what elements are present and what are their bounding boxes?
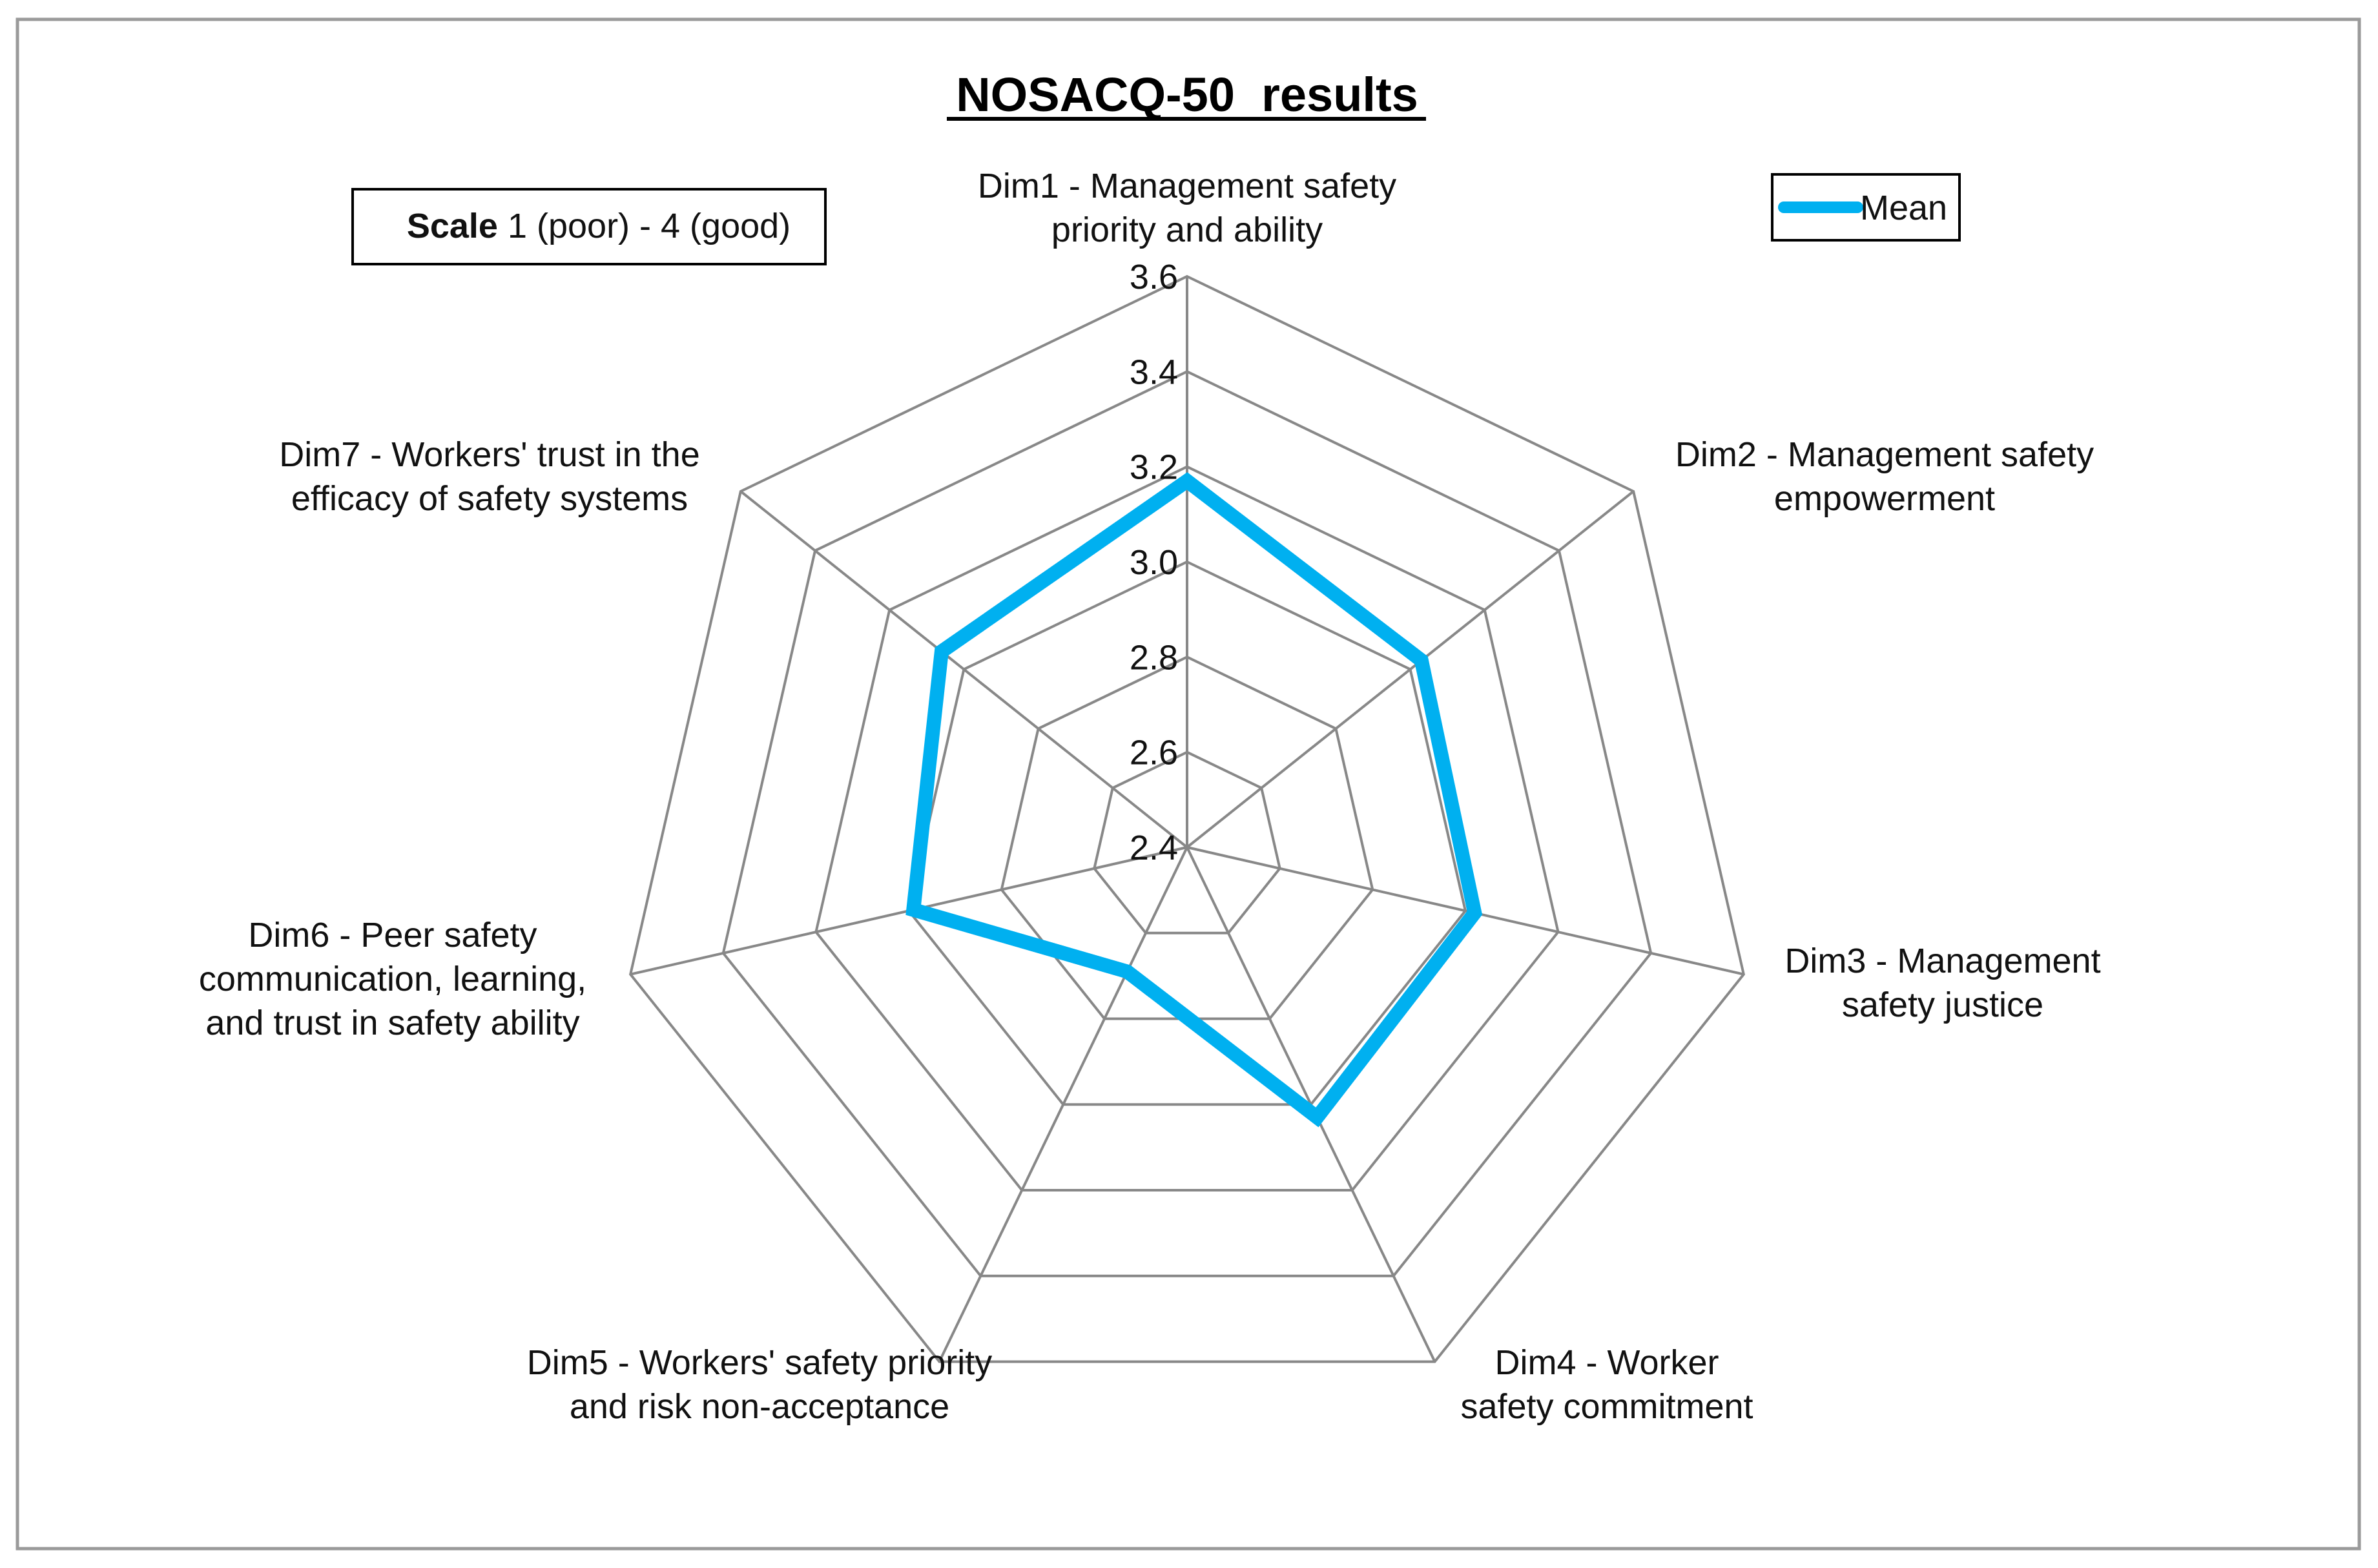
series-mean-line [905, 472, 1483, 1128]
legend-label-mean: Mean [1860, 189, 1947, 227]
grid-ring-3.2 [814, 465, 1560, 1191]
axis-label-dim3-line2: safety justice [1842, 985, 2043, 1024]
scale-note-bold: Scale [407, 207, 498, 245]
scale-note-box [351, 188, 827, 265]
spoke-dim2 [1186, 490, 1635, 849]
axis-label-dim3: Dim3 - Management safety justice [1784, 942, 2100, 1024]
series-point-dim5 [1126, 971, 1128, 972]
axis-label-dim6-line1: Dim6 - Peer safety [248, 916, 537, 954]
legend: Mean [1771, 173, 1961, 242]
axis-label-dim4-line2: safety commitment [1460, 1387, 1753, 1426]
axis-label-dim1-line1: Dim1 - Management safety [978, 167, 1396, 205]
tick-label-2.4: 2.4 [1130, 829, 1178, 867]
tick-label-2.8: 2.8 [1130, 638, 1178, 677]
series-point-dim7 [941, 651, 942, 652]
axis-label-dim2: Dim2 - Management safety empowerment [1675, 435, 2094, 518]
axis-label-dim1-line2: priority and ability [1051, 211, 1323, 249]
series-point-dim2 [1421, 660, 1422, 661]
axis-label-dim5: Dim5 - Workers' safety priority and risk … [527, 1343, 992, 1426]
grid-ring-3.4 [721, 370, 1653, 1277]
axis-label-dim4-line1: Dim4 - Worker [1494, 1343, 1719, 1382]
tick-label-3.0: 3.0 [1130, 543, 1178, 582]
axis-label-dim7-line2: efficacy of safety systems [291, 479, 688, 518]
radar-series [905, 472, 1483, 1128]
axis-label-dim7: Dim7 - Workers' trust in the efficacy of … [279, 435, 699, 518]
tick-label-2.6: 2.6 [1130, 734, 1178, 772]
scale-note-text: 1 (poor) - 4 (good) [498, 207, 791, 245]
axis-label-dim4: Dim4 - Worker safety commitment [1460, 1343, 1753, 1426]
series-point-dim4 [1316, 1117, 1318, 1118]
spoke-dim7 [739, 490, 1188, 849]
tick-label-3.4: 3.4 [1130, 353, 1178, 391]
spoke-dim5 [938, 847, 1188, 1363]
series-point-dim6 [913, 909, 914, 911]
axis-label-dim6: Dim6 - Peer safety communication, learnin… [199, 916, 586, 1042]
grid-ring-2.6 [1093, 750, 1281, 934]
series-point-dim3 [1474, 913, 1475, 914]
grid-ring-3.0 [907, 560, 1467, 1106]
axis-label-dim2-line2: empowerment [1774, 479, 1995, 518]
axis-label-dim6-line3: and trust in safety ability [205, 1004, 579, 1042]
tick-label-3.6: 3.6 [1130, 258, 1178, 296]
radar-ticks: 2.4 2.6 2.8 3.0 3.2 3.4 3.6 [1130, 258, 1178, 867]
axis-label-dim7-line1: Dim7 - Workers' trust in the [279, 435, 699, 474]
svg-text:Scale 1 (poor) - 4 (good): Scale 1 (poor) - 4 (good) [320, 207, 858, 245]
radar-axis-labels: Dim1 - Management safety priority and abi… [199, 167, 2101, 1426]
axis-label-dim5-line1: Dim5 - Workers' safety priority [527, 1343, 992, 1382]
axis-label-dim6-line2: communication, learning, [199, 960, 586, 998]
axis-label-dim2-line1: Dim2 - Management safety [1675, 435, 2094, 474]
grid-ring-3.6 [628, 274, 1746, 1363]
axis-label-dim5-line2: and risk non-acceptance [570, 1387, 949, 1426]
tick-label-3.2: 3.2 [1130, 448, 1178, 487]
spoke-dim3 [1186, 846, 1744, 976]
series-point-dim1 [1186, 480, 1188, 482]
chart-title: NOSACQ-50 results [956, 68, 1418, 121]
axis-label-dim3-line1: Dim3 - Management [1784, 942, 2100, 980]
axis-label-dim1: Dim1 - Management safety priority and abi… [978, 167, 1396, 249]
scale-note: Scale 1 (poor) - 4 (good) [320, 188, 858, 265]
